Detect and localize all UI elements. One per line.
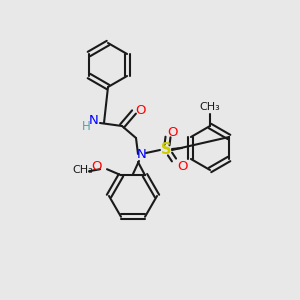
Text: S: S <box>161 142 171 158</box>
Text: H: H <box>82 121 90 134</box>
Text: O: O <box>136 103 146 116</box>
Text: N: N <box>89 115 99 128</box>
Text: O: O <box>92 160 102 173</box>
Text: O: O <box>177 160 187 172</box>
Text: CH₃: CH₃ <box>73 165 93 175</box>
Text: N: N <box>137 148 147 160</box>
Text: CH₃: CH₃ <box>200 102 220 112</box>
Text: O: O <box>168 127 178 140</box>
